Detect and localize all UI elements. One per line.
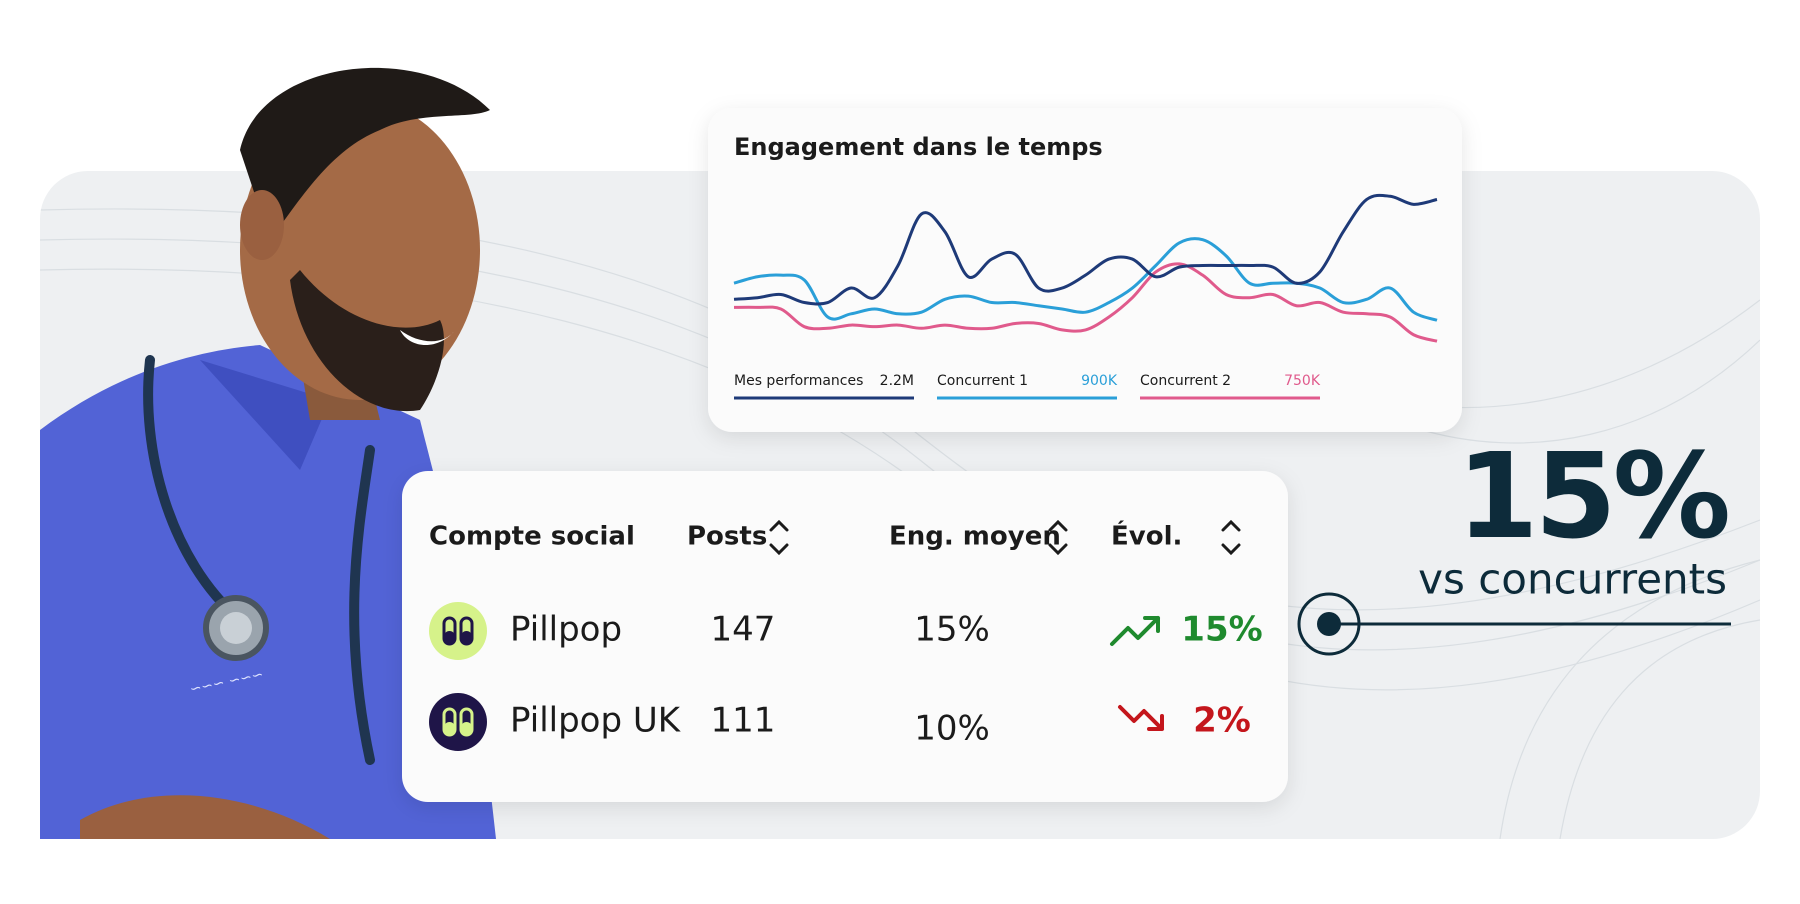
engagement: 15%	[914, 610, 990, 650]
trend-arrow	[1118, 705, 1164, 731]
avatar-pill-half	[461, 722, 472, 735]
account-name: Pillpop	[510, 610, 622, 650]
table-card	[402, 471, 1288, 802]
column-header: Posts	[687, 522, 767, 552]
posts-count: 147	[711, 610, 776, 650]
legend-name: Concurrent 1	[937, 373, 1028, 389]
avatar	[429, 602, 487, 660]
series-line	[733, 237, 1438, 322]
legend-total: 750K	[1284, 373, 1321, 389]
legend-total: 2.2M	[880, 373, 914, 389]
account-name: Pillpop UK	[510, 701, 682, 741]
evolution: 15%	[1181, 610, 1262, 650]
chart-card	[708, 108, 1462, 432]
evolution: 2%	[1193, 701, 1251, 741]
avatar-pill-half	[444, 631, 455, 644]
table: Compte social Posts Eng. moyen Évol. Pillpop…	[429, 519, 1263, 751]
column-header: Compte social	[429, 522, 635, 552]
legend-name: Mes performances	[734, 373, 863, 389]
stat-caption: vs concurrents	[1418, 555, 1727, 604]
avatar-pill-half	[444, 722, 455, 735]
legend-name: Concurrent 2	[1140, 373, 1231, 389]
chart-legend: Mes performances 2.2M Concurrent 1 900K Conc…	[734, 373, 1321, 400]
avatar	[429, 693, 487, 751]
stat-connector	[1297, 592, 1731, 656]
column-header: Eng. moyen	[889, 522, 1061, 552]
sort-icon	[769, 519, 789, 556]
trend-arrow	[1110, 616, 1160, 646]
posts-count: 111	[711, 701, 776, 741]
series-line	[733, 262, 1438, 343]
sort-icon	[1221, 519, 1241, 556]
stat-value: 15%	[1457, 427, 1728, 565]
avatar-pill-half	[461, 631, 472, 644]
sort-icon	[1048, 519, 1068, 556]
chart-title: Engagement dans le temps	[734, 133, 1103, 161]
engagement: 10%	[914, 709, 990, 749]
column-header: Évol.	[1111, 520, 1182, 552]
series-line	[733, 193, 1438, 306]
legend-total: 900K	[1081, 373, 1118, 389]
person-illustration: ∽∽∽ ∽∽∽	[40, 67, 496, 839]
chart-plot	[733, 193, 1438, 343]
